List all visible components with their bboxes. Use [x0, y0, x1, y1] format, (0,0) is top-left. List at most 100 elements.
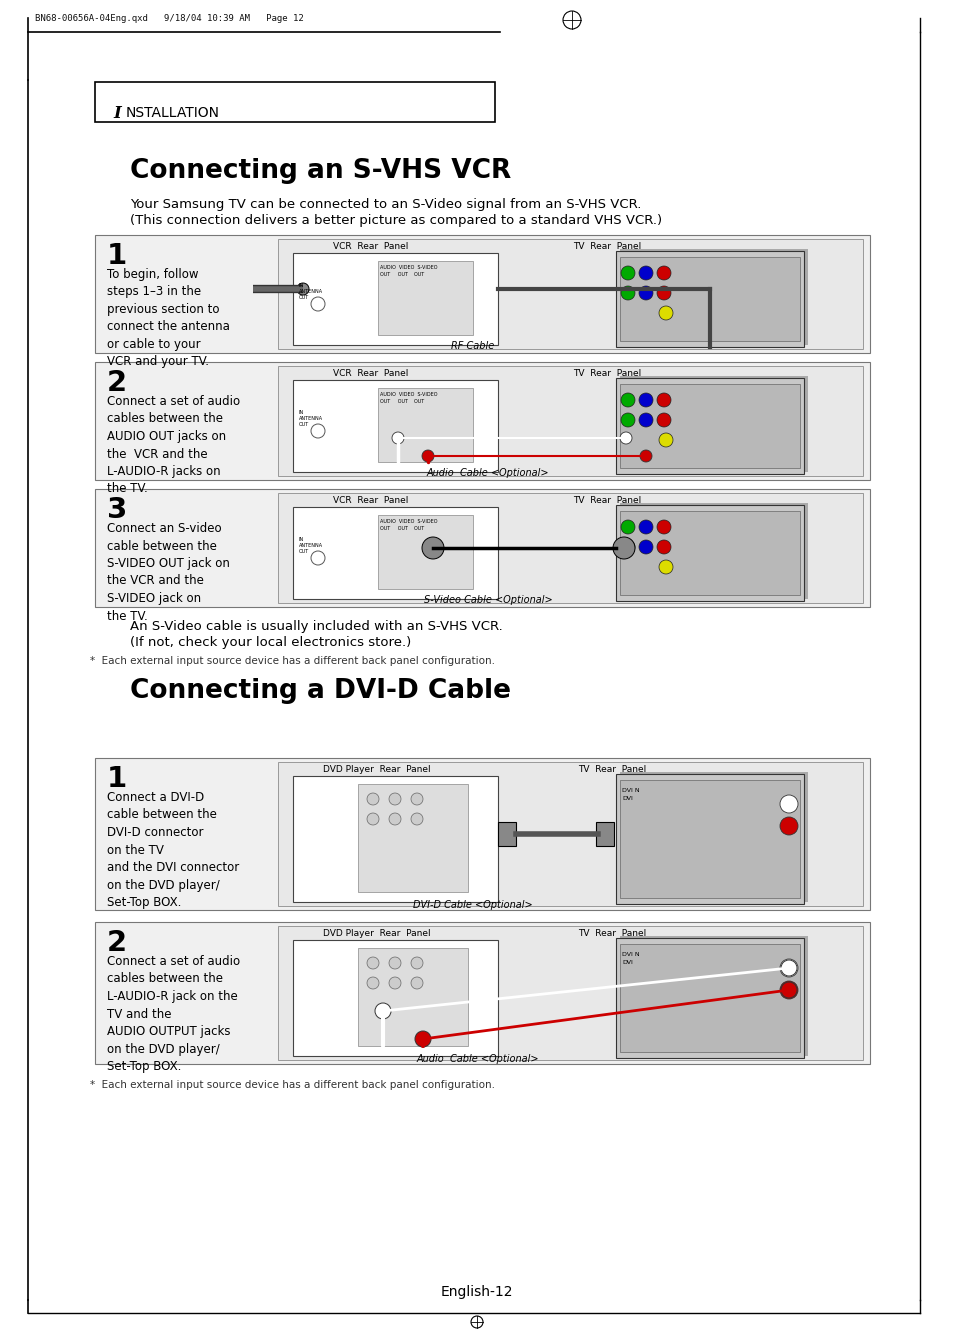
Text: (If not, check your local electronics store.): (If not, check your local electronics st… — [130, 637, 411, 649]
Bar — [293, 940, 497, 1057]
Text: RF Cable: RF Cable — [451, 342, 494, 351]
Text: OUT     OUT    OUT: OUT OUT OUT — [379, 272, 424, 276]
Circle shape — [620, 393, 635, 407]
Text: AUDIO  VIDEO  S-VIDEO: AUDIO VIDEO S-VIDEO — [379, 392, 437, 397]
Circle shape — [389, 977, 400, 989]
Circle shape — [392, 432, 403, 444]
Circle shape — [367, 793, 378, 805]
Circle shape — [411, 957, 422, 969]
Circle shape — [639, 286, 652, 300]
Text: AUDIO  VIDEO  S-VIDEO: AUDIO VIDEO S-VIDEO — [379, 520, 437, 524]
Text: DVI: DVI — [621, 796, 632, 801]
Circle shape — [659, 306, 672, 320]
Text: DVD Player  Rear  Panel: DVD Player Rear Panel — [323, 929, 430, 938]
Circle shape — [311, 296, 325, 311]
Text: VCR  Rear  Panel: VCR Rear Panel — [333, 369, 408, 377]
Bar — [619, 384, 800, 468]
Text: BN68-00656A-04Eng.qxd   9/18/04 10:39 AM   Page 12: BN68-00656A-04Eng.qxd 9/18/04 10:39 AM P… — [35, 15, 303, 23]
Text: VCR  Rear  Panel: VCR Rear Panel — [333, 496, 408, 505]
Circle shape — [657, 540, 670, 554]
Circle shape — [415, 1031, 431, 1047]
Bar — [619, 249, 807, 346]
Text: DVD Player  Rear  Panel: DVD Player Rear Panel — [323, 766, 430, 773]
Circle shape — [657, 266, 670, 280]
Bar — [277, 239, 862, 350]
Text: AUDIO  VIDEO  S-VIDEO: AUDIO VIDEO S-VIDEO — [379, 264, 437, 270]
Bar — [277, 493, 862, 603]
Text: Your Samsung TV can be connected to an S-Video signal from an S-VHS VCR.: Your Samsung TV can be connected to an S… — [130, 198, 640, 211]
Circle shape — [639, 520, 652, 534]
Text: Connecting an S-VHS VCR: Connecting an S-VHS VCR — [130, 158, 511, 183]
Text: Connect a DVI-D
cable between the
DVI-D connector
on the TV
and the DVI connecto: Connect a DVI-D cable between the DVI-D … — [107, 791, 239, 909]
Text: OUT     OUT    OUT: OUT OUT OUT — [379, 399, 424, 404]
Bar — [95, 361, 869, 480]
Circle shape — [389, 957, 400, 969]
Circle shape — [421, 537, 443, 560]
Bar — [377, 516, 473, 589]
Circle shape — [780, 981, 797, 999]
Text: DVI N: DVI N — [621, 952, 639, 957]
Circle shape — [367, 957, 378, 969]
Bar — [95, 758, 869, 910]
Text: OUT     OUT    OUT: OUT OUT OUT — [379, 526, 424, 532]
Circle shape — [613, 537, 635, 560]
Text: Connecting a DVI-D Cable: Connecting a DVI-D Cable — [130, 678, 511, 704]
Circle shape — [421, 451, 434, 462]
Text: DVI: DVI — [621, 960, 632, 965]
Text: TV  Rear  Panel: TV Rear Panel — [578, 929, 645, 938]
Bar — [277, 926, 862, 1061]
Text: IN
ANTENNA
OUT: IN ANTENNA OUT — [298, 411, 323, 427]
Circle shape — [659, 560, 672, 574]
Bar — [619, 256, 800, 342]
Circle shape — [657, 413, 670, 427]
Bar — [616, 773, 803, 904]
Text: TV  Rear  Panel: TV Rear Panel — [573, 242, 640, 251]
Text: Connect an S-video
cable between the
S-VIDEO OUT jack on
the VCR and the
S-VIDEO: Connect an S-video cable between the S-V… — [107, 522, 230, 622]
Circle shape — [367, 977, 378, 989]
Text: 1: 1 — [107, 766, 127, 793]
Bar — [616, 938, 803, 1058]
Text: To begin, follow
steps 1–3 in the
previous section to
connect the antenna
or cab: To begin, follow steps 1–3 in the previo… — [107, 268, 230, 368]
Circle shape — [780, 795, 797, 813]
Text: S-Video Cable <Optional>: S-Video Cable <Optional> — [423, 595, 552, 605]
Circle shape — [311, 552, 325, 565]
Text: TV  Rear  Panel: TV Rear Panel — [573, 496, 640, 505]
Circle shape — [620, 266, 635, 280]
Circle shape — [639, 393, 652, 407]
Circle shape — [780, 960, 797, 977]
Circle shape — [639, 266, 652, 280]
Circle shape — [781, 960, 796, 975]
Text: Connect a set of audio
cables between the
L-AUDIO-R jack on the
TV and the
AUDIO: Connect a set of audio cables between th… — [107, 956, 240, 1073]
Circle shape — [375, 1003, 391, 1019]
Circle shape — [619, 432, 631, 444]
Bar — [357, 948, 468, 1046]
Bar — [377, 260, 473, 335]
Bar — [619, 376, 807, 472]
Circle shape — [657, 520, 670, 534]
Bar — [95, 489, 869, 607]
Text: TV  Rear  Panel: TV Rear Panel — [573, 369, 640, 377]
Text: I: I — [112, 105, 121, 122]
Circle shape — [389, 813, 400, 825]
Circle shape — [367, 813, 378, 825]
Bar — [616, 251, 803, 347]
Bar — [497, 823, 516, 847]
Bar — [596, 823, 614, 847]
Circle shape — [411, 793, 422, 805]
Bar — [619, 944, 800, 1053]
Circle shape — [657, 393, 670, 407]
Circle shape — [781, 982, 796, 998]
Text: DVI N: DVI N — [621, 788, 639, 793]
Text: (This connection delivers a better picture as compared to a standard VHS VCR.): (This connection delivers a better pictu… — [130, 214, 661, 227]
Bar — [619, 936, 807, 1057]
Bar — [357, 784, 468, 892]
Text: VCR  Rear  Panel: VCR Rear Panel — [333, 242, 408, 251]
Text: 2: 2 — [107, 929, 127, 957]
Text: DVI-D Cable <Optional>: DVI-D Cable <Optional> — [413, 900, 533, 910]
Bar — [619, 772, 807, 902]
Bar — [293, 506, 497, 599]
Bar — [377, 388, 473, 462]
Text: Connect a set of audio
cables between the
AUDIO OUT jacks on
the  VCR and the
L-: Connect a set of audio cables between th… — [107, 395, 240, 496]
Circle shape — [659, 433, 672, 447]
Circle shape — [639, 451, 651, 462]
